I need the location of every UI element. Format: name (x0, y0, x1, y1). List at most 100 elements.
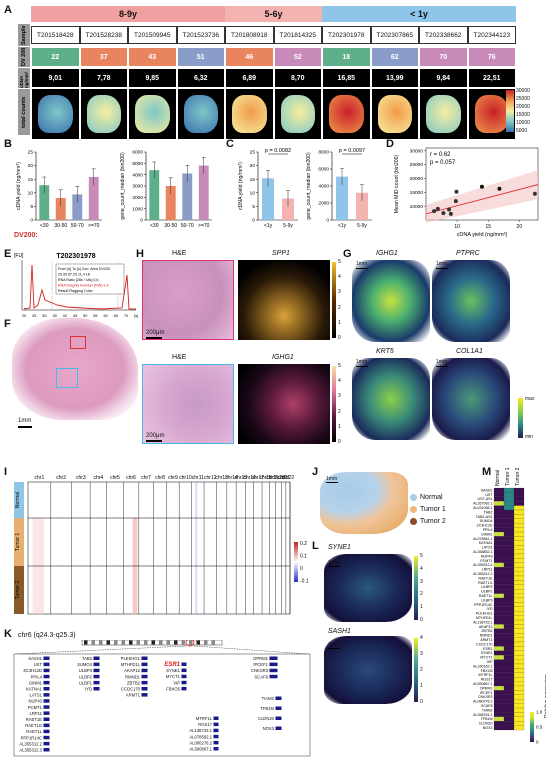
group-label: Normal (15, 492, 21, 508)
colorbar-tick-5: 0 (338, 335, 341, 341)
gene-bar (181, 686, 187, 691)
row-label: MYCT1 (480, 656, 492, 660)
he-zoom-bottom (142, 364, 234, 444)
heatmap-cell (513, 531, 525, 537)
chromosome-label: chr8 (155, 475, 165, 481)
heatmap-cell (513, 672, 525, 678)
gene-label: AL590867.1 (189, 747, 212, 752)
row-label: AL355312.4 (473, 563, 492, 567)
heatmap-cell (513, 685, 525, 691)
colorbar-tick-1: 4 (338, 378, 341, 385)
row-label: UST-AS1 (478, 497, 493, 501)
heatmap-cell (493, 721, 505, 726)
heatmap-cell (493, 593, 505, 599)
heatmap-cell (513, 589, 525, 594)
g-cb-min: min (525, 434, 534, 440)
y-tick-label: 10 (28, 190, 34, 196)
syne1-expression-map (324, 554, 412, 622)
l-colorbar-1 (414, 556, 418, 620)
tissue-shape (474, 95, 509, 133)
heatmap-cell (493, 531, 505, 537)
he-whole-section (12, 318, 138, 420)
y-tick-label: 10 (250, 190, 256, 196)
panel-label-h: H (136, 248, 144, 260)
x-tick-label: <30 (40, 223, 49, 229)
gene-bar (269, 656, 278, 660)
dv200-value-4: 46 (226, 48, 273, 66)
g-scale-bar-1 (436, 268, 448, 270)
colorbar-tick-4: 0 (420, 699, 423, 705)
gene-title-ighg1: IGHG1 (272, 354, 294, 361)
heatmap-cell (503, 703, 515, 709)
zoom-line (15, 645, 187, 655)
chart-c-gene-count: 0 2000 4000 6000 8000 <1y 5-9y gene_count_media… (306, 148, 372, 229)
gene-label: PLEKHG1 (121, 656, 141, 661)
heatmap-cell (493, 518, 505, 524)
gene-bar (43, 748, 50, 752)
gene-label: ULBP1 (79, 680, 93, 685)
heatmap-cell (513, 619, 525, 625)
row-label: PPIL4 (483, 528, 493, 532)
heatmap-cell (503, 672, 515, 678)
cnv-loss-region (195, 482, 198, 614)
heatmap-cell (493, 496, 505, 502)
cnv-heatmap: chr1 chr2 chr3 chr4 chr5 chr6 chr7 chr8 chr9 chr1… (14, 475, 309, 615)
chart-d-scatter: 10000 15000 20000 25000 30000 10 15 20 r = 0.62 p… (394, 147, 539, 238)
dv200-value-1: 37 (80, 48, 127, 66)
row-label: RGS17 (481, 678, 493, 682)
heatmap-cell (513, 549, 525, 555)
legend-item-2: Tumor 2 (410, 518, 446, 525)
heatmap-cell (503, 690, 515, 695)
heatmap-cell (503, 553, 515, 559)
x-tick-label: <1y (264, 223, 273, 229)
panel-label-g: G (343, 248, 352, 260)
colorbar-tick-1: 4 (338, 274, 341, 281)
heatmap-cell (503, 725, 515, 731)
y-axis-label: Mean MID count (bin200) (394, 154, 400, 213)
x-tick-label: 50-70 (181, 223, 194, 229)
heatmap-cell (513, 487, 525, 493)
m-colorbar-label: Relative expression (544, 674, 546, 718)
heatmap-cell (503, 531, 515, 537)
colorbar-tick-2: 3 (338, 393, 341, 400)
colorbar-tick-1: 3 (420, 651, 423, 657)
row-label: ULBP3 (481, 598, 492, 602)
cdna-value-7: 13,99 (371, 69, 418, 87)
gene-label: PPIL4 (31, 674, 43, 679)
ideogram-band (166, 640, 170, 645)
bar (198, 165, 209, 220)
heatmap-cell (513, 659, 525, 665)
row-label: NOX3 (483, 726, 493, 730)
chromosome-label: chr16 (243, 475, 256, 481)
gene-label: PPP1R14C (21, 735, 42, 740)
row-header-cdna: cDNA ng/mm² (18, 68, 30, 88)
m-cb-tick: 0 (536, 740, 539, 745)
gene-bar (141, 680, 148, 685)
x-tick-label: 15 (485, 224, 491, 230)
heatmap-cell (513, 707, 525, 713)
cdna-value-2: 9,85 (129, 69, 176, 87)
gene-title-spp1: SPP1 (272, 250, 290, 257)
row-label: TFB1M (481, 717, 493, 721)
heatmap-cell (493, 505, 505, 511)
gene-bar (43, 723, 50, 728)
gene-bar (181, 674, 187, 679)
sample-id-3: T201523736 (176, 26, 225, 44)
bar (72, 194, 83, 220)
gene-bar (43, 662, 50, 667)
g-expression-map-1 (432, 260, 510, 342)
gene-label: MYCT1 (166, 674, 181, 679)
gene-label: OPRM1 (253, 656, 269, 661)
heatmap-cell (503, 527, 515, 533)
heatmap-cell (493, 549, 505, 555)
gene-label: AL355312.2 (19, 741, 42, 746)
scale-label-j: 1mm (326, 476, 338, 482)
heatmap-cell (513, 677, 525, 682)
he-roi-box-red (70, 336, 86, 349)
heatmap-cell (493, 668, 505, 673)
x-tick-label: 30 (42, 314, 46, 318)
gene-bar (269, 662, 278, 667)
chromosome-label: chr12 (204, 475, 217, 481)
chromosome-label: chr10 (179, 475, 192, 481)
chromosome-label: chr11 (192, 475, 204, 481)
